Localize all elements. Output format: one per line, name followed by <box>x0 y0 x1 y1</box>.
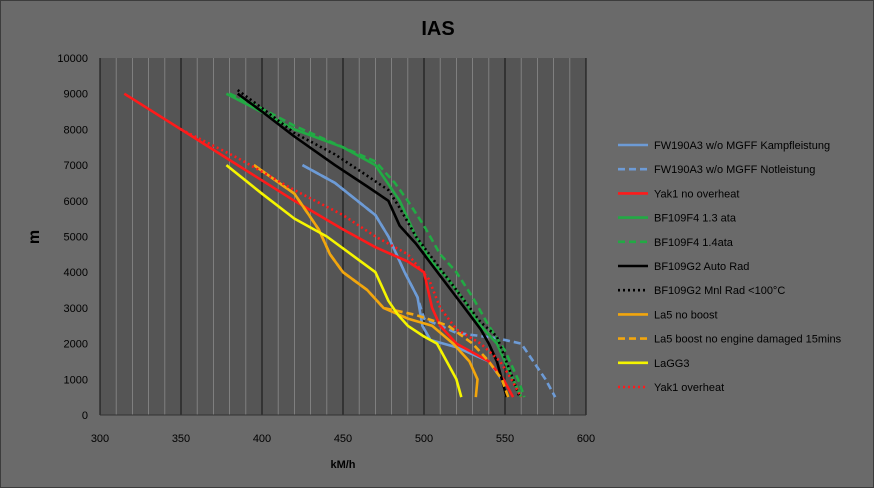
x-tick-label: 600 <box>577 433 595 445</box>
y-tick-label: 6000 <box>64 196 88 208</box>
legend-label-11: Yak1 overheat <box>654 382 724 394</box>
x-tick-label: 350 <box>172 433 190 445</box>
legend-label-4: BF109F4 1.3 ata <box>654 213 737 225</box>
y-tick-label: 7000 <box>64 160 88 172</box>
y-tick-label: 1000 <box>64 374 88 386</box>
y-tick-label: 8000 <box>64 124 88 136</box>
y-tick-label: 2000 <box>64 339 88 351</box>
y-tick-label: 10000 <box>57 53 88 65</box>
x-tick-label: 550 <box>496 433 514 445</box>
legend-label-6: BF109G2 Auto Rad <box>654 261 749 273</box>
legend-label-8: La5 no boost <box>654 309 718 321</box>
series-line-6 <box>236 92 508 398</box>
series-lines <box>123 89 557 398</box>
legend-label-1: FW190A3 w/o MGFF Kampfleistung <box>654 140 830 152</box>
series-line-9 <box>253 164 510 398</box>
legend-label-7: BF109G2 Mnl Rad <100°C <box>654 285 785 297</box>
y-tick-label: 0 <box>82 410 88 422</box>
legend-label-10: LaGG3 <box>654 358 689 370</box>
y-tick-label: 9000 <box>64 89 88 101</box>
chart-title: IAS <box>421 18 454 40</box>
x-tick-label: 300 <box>91 433 109 445</box>
series-line-10 <box>225 164 463 398</box>
x-tick-label: 450 <box>334 433 352 445</box>
x-tick-label: 400 <box>253 433 271 445</box>
y-axis-label: m <box>26 230 43 244</box>
x-tick-labels: 300 350 400 450 500 550 600 <box>91 433 595 445</box>
series-line-2 <box>301 163 557 398</box>
series-line-11 <box>180 128 523 398</box>
legend-label-2: FW190A3 w/o MGFF Notleistung <box>654 164 815 176</box>
y-tick-label: 4000 <box>64 267 88 279</box>
series-line-7 <box>236 89 521 398</box>
series-line-4 <box>225 92 523 398</box>
y-tick-label: 5000 <box>64 232 88 244</box>
legend-label-5: BF109F4 1.4ata <box>654 237 734 249</box>
y-tick-labels: 0 1000 2000 3000 4000 5000 6000 7000 8000 9000 100… <box>57 53 88 422</box>
legend-label-9: La5 boost no engine damaged 15mins <box>654 334 842 346</box>
y-tick-label: 3000 <box>64 303 88 315</box>
x-tick-label: 500 <box>415 433 433 445</box>
series-line-3 <box>123 92 515 398</box>
x-axis-label: kM/h <box>330 459 355 471</box>
legend: FW190A3 w/o MGFF Kampfleistung FW190A3 w/… <box>618 140 842 394</box>
legend-label-3: Yak1 no overheat <box>654 188 739 200</box>
